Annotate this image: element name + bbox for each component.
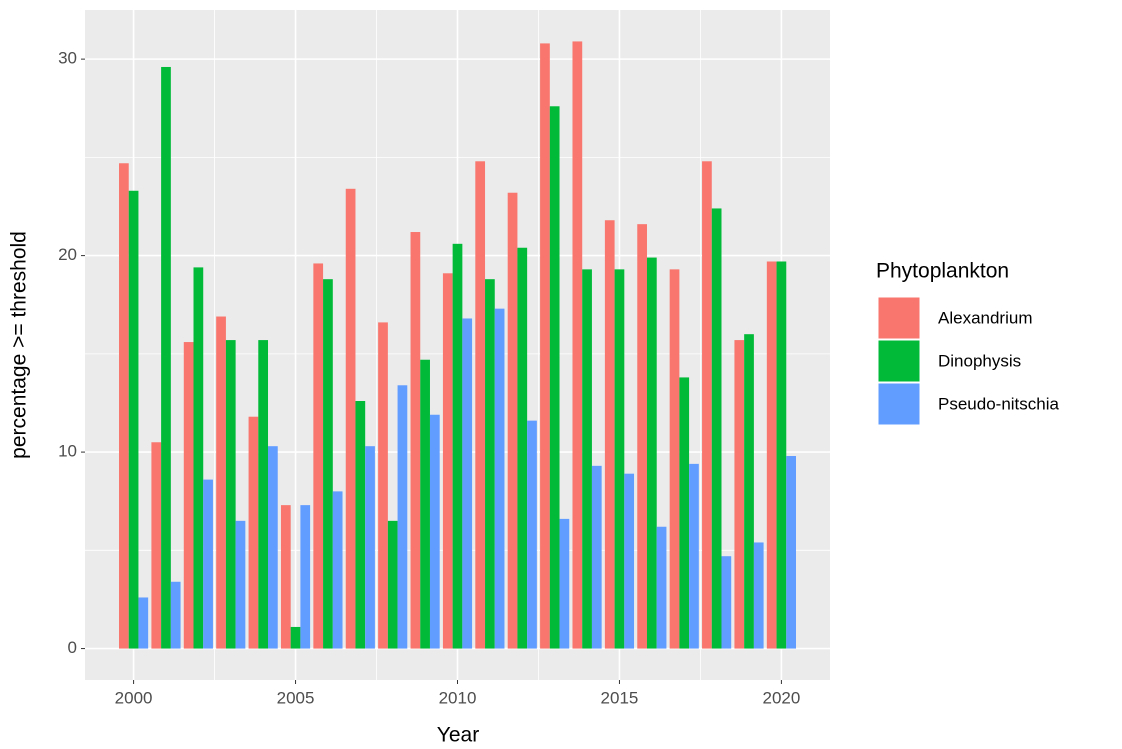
- bar: [128, 190, 139, 649]
- bar: [138, 597, 149, 649]
- bar: [397, 385, 408, 649]
- bar: [753, 542, 764, 649]
- bar: [355, 400, 366, 649]
- bar: [170, 581, 181, 649]
- bar: [429, 414, 440, 649]
- bar: [161, 66, 171, 649]
- bar: [203, 479, 213, 649]
- x-tick-label: 2015: [601, 688, 639, 707]
- bar: [290, 626, 301, 649]
- x-tick-label: 2005: [277, 688, 315, 707]
- bar: [387, 520, 398, 649]
- bar: [559, 518, 570, 649]
- x-tick-label: 2020: [762, 688, 800, 707]
- bar: [452, 243, 463, 649]
- legend-swatch: [877, 382, 921, 426]
- bar: [507, 192, 518, 649]
- bar: [604, 220, 615, 649]
- bar: [689, 463, 699, 649]
- bar: [702, 161, 712, 649]
- legend-swatch: [877, 339, 921, 383]
- bar: [591, 465, 602, 649]
- bar: [216, 316, 226, 649]
- bar: [193, 267, 204, 649]
- bar: [679, 377, 690, 649]
- bar: [332, 491, 343, 649]
- bar: [475, 161, 486, 649]
- bar: [183, 342, 194, 649]
- bar: [776, 261, 787, 649]
- bar: [669, 269, 680, 649]
- bar: [517, 247, 528, 649]
- bar: [258, 340, 269, 649]
- bar: [365, 446, 375, 649]
- legend-title: Phytoplankton: [876, 260, 1009, 283]
- bar: [323, 279, 333, 649]
- y-tick-label: 0: [68, 638, 77, 657]
- bar: [744, 334, 754, 649]
- y-tick-label: 30: [58, 49, 77, 68]
- legend-label: Alexandrium: [938, 308, 1033, 327]
- bar: [300, 505, 311, 649]
- bar: [345, 188, 356, 649]
- bar: [734, 340, 745, 649]
- x-tick-label: 2010: [439, 688, 477, 707]
- legend-swatch: [877, 296, 921, 340]
- x-tick-label: 2000: [115, 688, 153, 707]
- bar: [646, 257, 657, 649]
- bar: [721, 556, 732, 649]
- bar: [119, 163, 129, 649]
- bar: [549, 106, 560, 649]
- legend-label: Pseudo-nitschia: [938, 394, 1060, 413]
- x-axis-title: Year: [437, 724, 479, 747]
- bar: [313, 263, 324, 649]
- bar: [614, 269, 625, 649]
- y-tick-label: 10: [58, 442, 77, 461]
- bar: [656, 526, 667, 649]
- bar: [462, 318, 473, 649]
- bar: [624, 473, 635, 649]
- bar: [248, 416, 259, 649]
- bar: [494, 308, 505, 649]
- bar: [280, 505, 291, 649]
- bar: [485, 279, 495, 649]
- bar: [572, 41, 583, 649]
- bar: [420, 359, 430, 649]
- legend-label: Dinophysis: [938, 351, 1021, 370]
- bar: [268, 446, 278, 649]
- bar: [527, 420, 537, 649]
- bar: [151, 442, 162, 649]
- y-axis-title: percentage >= threshold: [8, 231, 31, 459]
- bar: [637, 224, 647, 649]
- bar: [711, 208, 722, 649]
- bar: [225, 340, 236, 649]
- bar: [582, 269, 592, 649]
- bar: [540, 43, 550, 649]
- bar: [766, 261, 777, 649]
- bar: [410, 232, 421, 649]
- bar: [235, 520, 246, 649]
- bar: [378, 322, 388, 649]
- bar: [786, 456, 796, 649]
- y-tick-label: 20: [58, 245, 77, 264]
- bar: [442, 273, 453, 649]
